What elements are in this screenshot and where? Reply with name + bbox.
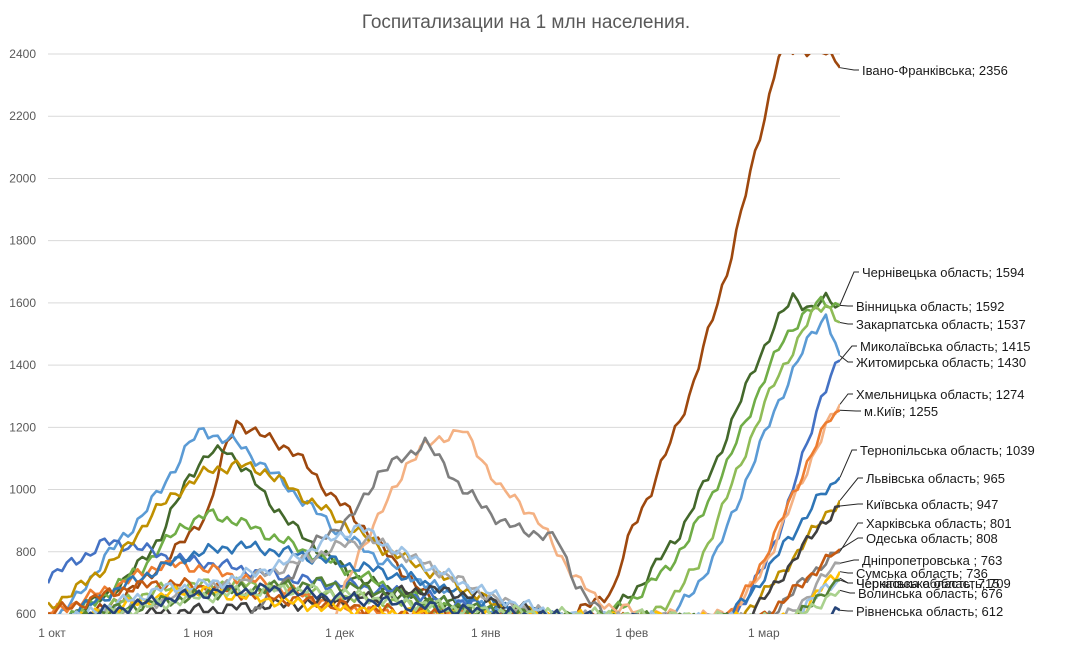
series-line-львівська-область [48,459,840,614]
series-label-дніпропетровська: Дніпропетровська ; 763 [862,553,1002,568]
label-leader [839,321,853,325]
series-line-м-київ [48,409,840,614]
series-line-тернопільська-область [69,476,840,614]
label-leader [839,571,853,574]
series-label-вінницька-область: Вінницька область; 1592 [856,299,1005,314]
label-leader [839,579,853,584]
series-line-волинська-область [94,583,840,614]
series-line-хмельницька-область [335,403,840,614]
series-labels: Івано-Франківська; 2356 Чернівецька облас… [856,63,1035,619]
series-line-житомирська-область [57,313,840,614]
series-line-дніпропетровська [84,534,840,614]
y-tick-label: 1600 [9,296,36,310]
series-lines [48,54,840,614]
y-tick-label: 1200 [9,420,36,434]
series-label-івано-франківська: Івано-Франківська; 2356 [862,63,1008,78]
label-leader [839,537,863,550]
series-line-вінницька-область [68,295,840,614]
x-axis: 1 окт 1 ноя 1 дек 1 янв 1 фев 1 мар [38,626,780,640]
series-label-одеська-область: Одеська область; 808 [866,531,998,546]
series-line-закарпатська-область [76,303,840,614]
series-label-чернівецька-область: Чернівецька область; 1594 [862,265,1025,280]
y-axis: 600 800 1000 1200 1400 1600 1800 2000 2200 2400 [9,47,36,621]
label-leader [839,503,863,507]
label-leader [839,449,857,478]
series-line-рівненська-область [87,582,840,614]
y-tick-label: 2200 [9,109,36,123]
y-tick-label: 2400 [9,47,36,61]
series-label-м-київ: м.Київ; 1255 [864,404,938,419]
gridlines [48,53,840,615]
series-label-черкаська-область: Черкаська область; 715 [856,576,999,591]
series-line-одеська-область [48,548,840,614]
label-leader [839,409,861,412]
x-tick-label: 1 фев [615,626,648,640]
label-leader [839,271,859,305]
label-leader [839,609,853,612]
y-tick-label: 800 [16,545,36,559]
label-leader [839,393,853,405]
y-tick-label: 1800 [9,234,36,248]
x-tick-label: 1 дек [325,626,355,640]
x-tick-label: 1 мар [748,626,780,640]
series-label-волинська-область: Волинська область; 676 [858,586,1003,601]
series-label-київська-область: Київська область; 947 [866,497,998,512]
series-line-чернігівська-область [70,576,840,614]
x-tick-label: 1 янв [471,626,501,640]
y-tick-label: 600 [16,607,36,621]
y-tick-label: 1000 [9,483,36,497]
label-leader [839,522,863,552]
label-leader [839,67,859,71]
series-label-харківська-область: Харківська область; 801 [866,516,1012,531]
label-leader [839,589,855,594]
series-label-рівненська-область: Рівненська область; 612 [856,604,1003,619]
series-label-закарпатська-область: Закарпатська область; 1537 [856,317,1026,332]
series-label-чернігівська-область: Чернігівська область; 709 [856,576,1011,591]
label-leader [839,477,863,501]
series-label-миколаївська-область: Миколаївська область; 1415 [860,339,1030,354]
chart-title: Госпитализации на 1 млн населения. [362,12,690,33]
label-leader [839,304,853,307]
series-label-тернопільська-область: Тернопільська область; 1039 [860,443,1035,458]
label-leader [839,355,853,363]
series-label-хмельницька-область: Хмельницька область; 1274 [856,387,1025,402]
label-leader [839,559,859,564]
label-leaders [839,67,863,612]
series-label-житомирська-область: Житомирська область; 1430 [856,355,1026,370]
label-leader [839,345,857,361]
y-tick-label: 1400 [9,358,36,372]
series-line-харківська-область [250,436,840,614]
series-label-сумська-область: Сумська область; 736 [856,566,988,581]
x-tick-label: 1 окт [38,626,66,640]
series-line-київська-область [103,504,840,614]
series-line-черкаська-область [73,523,840,614]
x-tick-label: 1 ноя [183,626,213,640]
y-tick-label: 2000 [9,171,36,185]
series-label-львівська-область: Львівська область; 965 [866,471,1005,486]
